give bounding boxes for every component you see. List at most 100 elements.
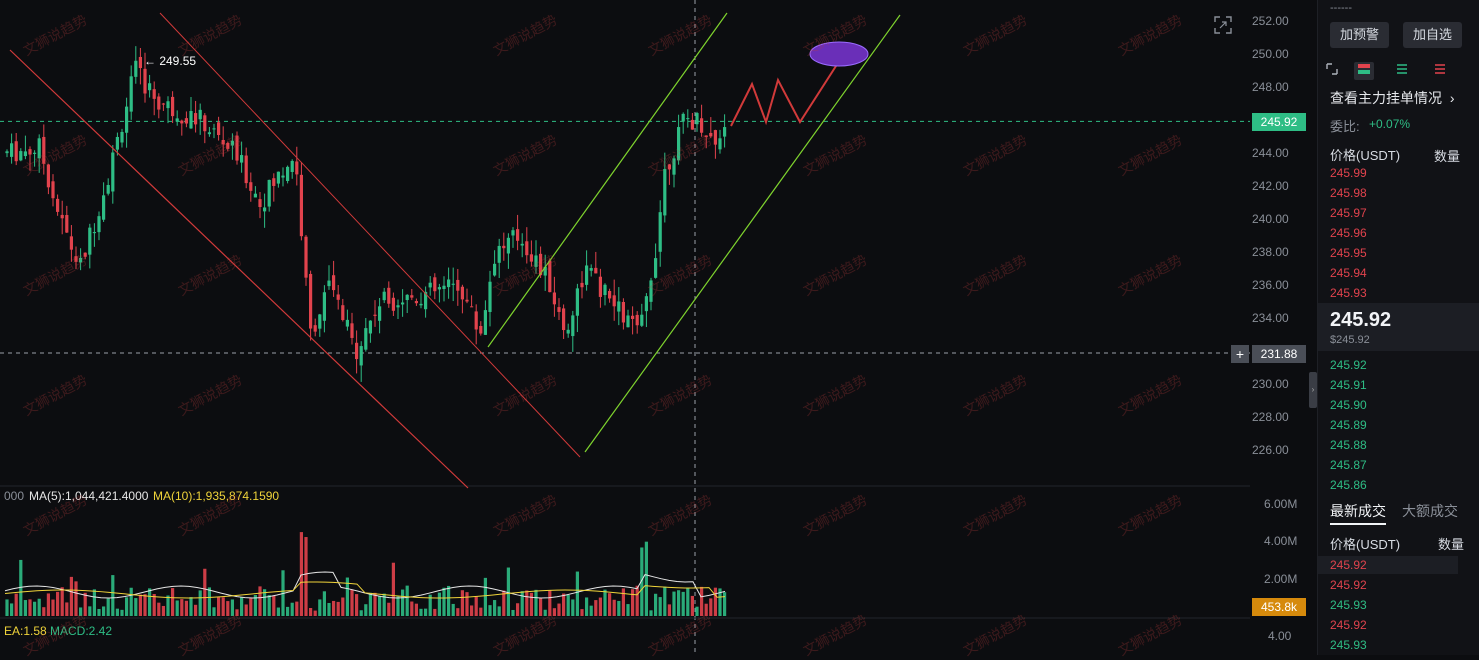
- candle-body: [405, 294, 409, 301]
- volume-bar: [129, 587, 133, 616]
- candle-body: [203, 115, 207, 132]
- volume-bar: [194, 604, 198, 616]
- volume-bar: [580, 609, 584, 616]
- volume-bar: [456, 608, 460, 616]
- candle-body: [612, 295, 616, 307]
- volume-bar: [309, 607, 313, 616]
- candle-body: [322, 292, 326, 321]
- candle-body: [594, 267, 598, 274]
- volume-bar: [718, 588, 722, 616]
- book-bid-icon[interactable]: [1392, 62, 1412, 80]
- candlestick-chart[interactable]: 000 MA(5):1,044,421.4000 MA(10):1,935,87…: [0, 0, 1250, 658]
- book-split-icon[interactable]: [1354, 62, 1374, 80]
- candle-body: [304, 236, 308, 278]
- volume-bar: [608, 593, 612, 616]
- candle-body: [644, 296, 648, 312]
- candle-body: [244, 155, 248, 184]
- ask-row[interactable]: 245.98: [1330, 186, 1367, 200]
- candle-body: [557, 307, 561, 312]
- volume-ma10-line: [4, 581, 726, 599]
- volume-bar: [83, 592, 87, 616]
- candle-body: [115, 136, 119, 150]
- volume-bar: [589, 605, 593, 616]
- ask-row[interactable]: 245.96: [1330, 226, 1367, 240]
- candle-body: [152, 89, 156, 99]
- bid-row[interactable]: 245.87: [1330, 458, 1367, 472]
- candle-body: [74, 256, 78, 262]
- qty-column-header: 数量: [1434, 149, 1461, 164]
- volume-bar: [373, 592, 377, 616]
- volume-bar: [543, 609, 547, 616]
- candle-body: [470, 306, 474, 308]
- crosshair-add-icon[interactable]: +: [1231, 345, 1249, 363]
- volume-bar: [405, 585, 409, 616]
- candle-body: [548, 260, 552, 293]
- candle-body: [391, 297, 395, 311]
- candle-body: [419, 303, 423, 306]
- candle-body: [102, 195, 106, 220]
- bid-row[interactable]: 245.92: [1330, 358, 1367, 372]
- active-tab-indicator: [1330, 523, 1386, 525]
- volume-bar: [695, 606, 699, 616]
- candle-body: [571, 315, 575, 337]
- candle-body: [654, 258, 658, 278]
- candle-body: [442, 285, 446, 290]
- ask-row[interactable]: 245.94: [1330, 266, 1367, 280]
- candle-body: [106, 184, 110, 194]
- candle-body: [318, 314, 322, 329]
- ask-row[interactable]: 245.99: [1330, 166, 1367, 180]
- volume-bar: [327, 603, 331, 616]
- volume-bar: [414, 603, 418, 616]
- candle-body: [695, 113, 699, 125]
- volume-bar: [5, 599, 9, 616]
- add-watchlist-button[interactable]: 加自选: [1403, 22, 1463, 48]
- candle-body: [428, 282, 432, 288]
- chart-canvas[interactable]: [0, 0, 1250, 655]
- add-alert-button[interactable]: 加预警: [1330, 22, 1390, 48]
- depth-link[interactable]: 查看主力挂单情况 ›: [1330, 88, 1455, 108]
- candle-body: [603, 284, 607, 296]
- candle-body: [161, 103, 165, 105]
- candle-body: [28, 149, 32, 155]
- collapse-handle-icon[interactable]: ›: [1309, 372, 1317, 408]
- bid-row[interactable]: 245.88: [1330, 438, 1367, 452]
- candle-body: [580, 282, 584, 288]
- bid-row[interactable]: 245.90: [1330, 398, 1367, 412]
- tab-latest-trades[interactable]: 最新成交: [1330, 503, 1386, 519]
- bid-row[interactable]: 245.89: [1330, 418, 1367, 432]
- candle-body: [451, 283, 455, 285]
- candle-body: [258, 199, 262, 207]
- ask-row[interactable]: 245.95: [1330, 246, 1367, 260]
- candle-body: [585, 265, 589, 285]
- ask-row[interactable]: 245.93: [1330, 286, 1367, 300]
- bid-row[interactable]: 245.91: [1330, 378, 1367, 392]
- volume-bar: [479, 607, 483, 616]
- volume-bar: [419, 608, 423, 616]
- price-axis: 252.00250.00248.00246.00244.00242.00240.…: [1250, 0, 1310, 655]
- candle-body: [488, 281, 492, 312]
- book-ask-icon[interactable]: [1430, 62, 1450, 80]
- candle-body: [226, 142, 230, 149]
- ask-row[interactable]: 245.97: [1330, 206, 1367, 220]
- volume-bar: [226, 601, 230, 616]
- fullscreen-icon[interactable]: [1214, 16, 1232, 34]
- trade-row: 245.93: [1330, 638, 1367, 652]
- volume-bar: [207, 587, 211, 616]
- volume-bar: [391, 562, 395, 616]
- book-both-icon[interactable]: [1322, 62, 1342, 80]
- volume-bar: [263, 589, 267, 616]
- candle-body: [364, 328, 368, 350]
- chevron-right-icon: ›: [1449, 90, 1455, 106]
- candle-body: [506, 237, 510, 254]
- candle-body: [207, 132, 211, 135]
- volume-ma10-legend: MA(10):1,935,874.1590: [153, 489, 280, 503]
- volume-bar: [571, 599, 575, 616]
- candle-body: [69, 236, 73, 250]
- volume-bar: [42, 607, 46, 616]
- volume-bar: [37, 598, 41, 616]
- last-price-usd: $245.92: [1330, 334, 1370, 346]
- crosshair-price-tag: 231.88: [1252, 345, 1306, 363]
- candle-body: [663, 169, 667, 216]
- bid-row[interactable]: 245.86: [1330, 478, 1367, 492]
- tab-large-trades[interactable]: 大额成交: [1402, 503, 1458, 519]
